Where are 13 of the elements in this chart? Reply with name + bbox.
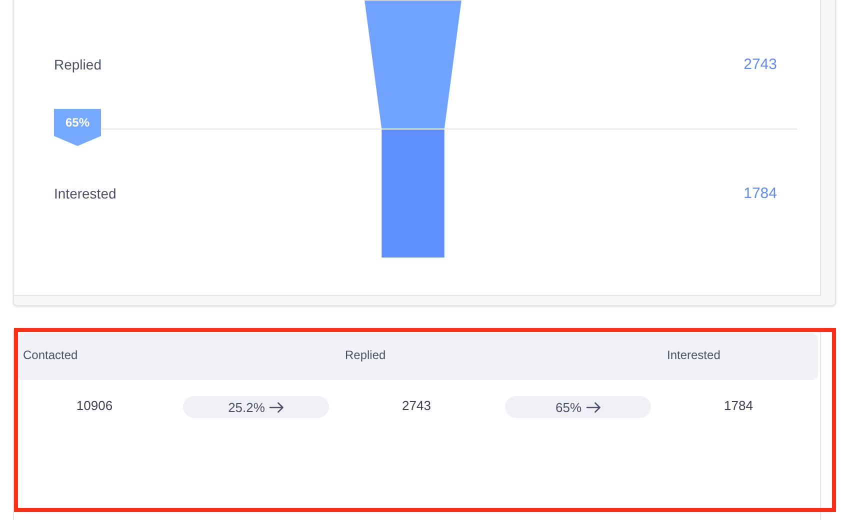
text: 65%: [65, 116, 90, 130]
data-label: 10906: [75, 398, 114, 414]
category-label: Contacted: [23, 347, 78, 363]
category-label: Replied: [54, 56, 102, 72]
data-label: 1784: [723, 398, 754, 414]
category-label: Interested: [54, 186, 116, 202]
data-label: 2743: [744, 56, 777, 73]
text: 65%: [555, 400, 582, 414]
category-label: Interested: [667, 347, 720, 363]
data-label: 2743: [401, 398, 432, 414]
category-label: Replied: [345, 347, 386, 363]
text: 25.2%: [228, 400, 265, 414]
data-label: 1784: [744, 185, 777, 202]
